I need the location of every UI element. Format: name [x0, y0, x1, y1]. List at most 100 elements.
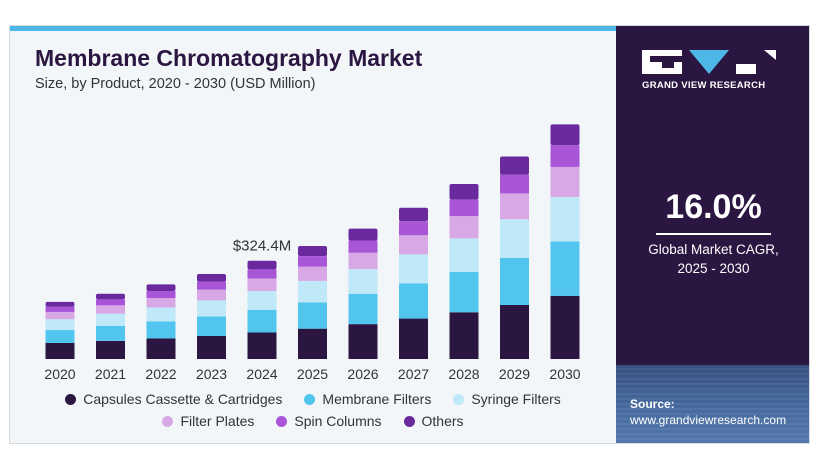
legend-row-2: Filter Plates Spin Columns Others: [10, 410, 616, 432]
bar-segment-2021-1: [96, 325, 125, 341]
legend-swatch: [403, 415, 415, 427]
bar-segment-2021-5: [96, 293, 125, 300]
bar-segment-2026-4: [348, 240, 378, 253]
bar-segment-2027-2: [399, 254, 428, 284]
bar-segment-2026-1: [348, 293, 378, 325]
logo-mark-r-icon: [736, 50, 776, 74]
bar-segment-2020-1: [45, 330, 75, 343]
bar-segment-2025-5: [298, 246, 327, 257]
bar-segment-2030-4: [550, 145, 580, 167]
legend-swatch: [276, 415, 288, 427]
logo-marks: [642, 50, 792, 74]
bar-segment-2028-3: [449, 216, 479, 239]
bar-segment-2021-4: [96, 299, 125, 306]
bar-segment-2026-0: [348, 324, 378, 359]
logo-mark-v-icon: [689, 50, 729, 74]
bar-segment-2028-2: [449, 238, 479, 272]
bar-segment-2029-0: [500, 304, 529, 359]
legend-label: Membrane Filters: [322, 391, 432, 407]
bar-segment-2027-3: [399, 235, 428, 255]
legend-item: Capsules Cassette & Cartridges: [65, 391, 282, 407]
x-tick-label: 2030: [549, 366, 580, 382]
x-tick-label: 2023: [196, 366, 227, 382]
bar-segment-2030-2: [550, 196, 580, 242]
brand-logo: GRAND VIEW RESEARCH: [642, 50, 792, 91]
bar-segment-2026-3: [348, 252, 378, 270]
bar-segment-2029-3: [500, 193, 529, 220]
bar-segment-2024-2: [247, 291, 277, 310]
x-tick-label: 2022: [145, 366, 176, 382]
accent-bar: [10, 26, 616, 31]
bar-segment-2025-2: [298, 280, 327, 303]
bar-segment-2025-0: [298, 328, 327, 359]
legend-item: Syringe Filters: [453, 391, 561, 407]
data-annotation: $324.4M: [233, 238, 291, 255]
bar-segment-2020-5: [45, 301, 75, 307]
bar-segment-2024-0: [247, 332, 277, 359]
bar-segment-2021-2: [96, 313, 125, 326]
legend-label: Capsules Cassette & Cartridges: [83, 391, 283, 407]
bar-segment-2027-1: [399, 283, 428, 319]
bar-segment-2022-3: [146, 297, 176, 308]
x-tick-label: 2029: [499, 366, 530, 382]
bar-chart: 2020 2021 2022 2023 2024 $324.4M 2025 2026 2027 2…: [44, 124, 581, 382]
x-tick-label: 2024: [246, 366, 277, 382]
bar-segment-2022-1: [146, 321, 176, 339]
bar-segment-2029-2: [500, 219, 529, 258]
cagr-label-line2: 2025 - 2030: [677, 261, 750, 276]
source-note: Source: www.grandviewresearch.com: [630, 396, 786, 428]
bar-segment-2030-5: [550, 124, 580, 146]
bar-segment-2023-0: [197, 335, 226, 359]
legend-item: Membrane Filters: [304, 391, 431, 407]
legend-label: Others: [421, 413, 464, 429]
logo-mark-g-icon: [642, 50, 682, 74]
bar-segment-2026-2: [348, 269, 378, 294]
bar-segment-2023-1: [197, 316, 226, 336]
brand-name: GRAND VIEW RESEARCH: [642, 80, 766, 91]
bar-segment-2024-3: [247, 278, 277, 292]
bar-segment-2025-3: [298, 266, 327, 281]
bar-segment-2027-5: [399, 207, 428, 222]
legend-item: Filter Plates: [162, 413, 254, 429]
bar-segment-2021-3: [96, 305, 125, 314]
bar-segment-2028-4: [449, 199, 479, 217]
chart-title: Membrane Chromatography Market: [35, 45, 423, 71]
bar-segment-2022-2: [146, 307, 176, 322]
bar-segment-2027-4: [399, 221, 428, 236]
bar-segment-2025-1: [298, 302, 327, 329]
bar-segment-2026-5: [348, 228, 378, 241]
x-tick-label: 2028: [448, 366, 479, 382]
decorative-wave-background: [616, 365, 809, 443]
cagr-label-line1: Global Market CAGR,: [648, 242, 779, 257]
bar-segment-2027-0: [399, 318, 428, 359]
bar-segment-2030-1: [550, 241, 580, 296]
bar-segment-2029-1: [500, 257, 529, 305]
bar-segment-2023-3: [197, 289, 226, 301]
bar-segment-2028-1: [449, 271, 479, 313]
x-tick-label: 2025: [297, 366, 328, 382]
legend-label: Filter Plates: [180, 413, 255, 429]
legend-swatch: [304, 393, 316, 405]
bar-segment-2024-4: [247, 269, 277, 279]
legend-swatch: [65, 393, 77, 405]
x-tick-label: 2027: [398, 366, 429, 382]
bar-segment-2022-0: [146, 338, 176, 359]
legend-row-1: Capsules Cassette & Cartridges Membrane …: [10, 388, 616, 410]
x-tick-label: 2021: [95, 366, 126, 382]
bar-segment-2023-2: [197, 300, 226, 317]
chart-card: Membrane Chromatography Market Size, by …: [9, 25, 810, 444]
bar-segment-2020-2: [45, 319, 75, 331]
cagr-value: 16.0%: [665, 188, 762, 226]
chart-subtitle: Size, by Product, 2020 - 2030 (USD Milli…: [35, 76, 316, 92]
x-tick-label: 2020: [44, 366, 75, 382]
legend: Capsules Cassette & Cartridges Membrane …: [10, 388, 616, 432]
source-label: Source:: [630, 397, 675, 411]
bar-segment-2029-4: [500, 174, 529, 194]
bar-segment-2028-5: [449, 183, 479, 200]
bar-segment-2023-4: [197, 281, 226, 290]
source-link[interactable]: www.grandviewresearch.com: [630, 413, 787, 427]
bar-segment-2030-3: [550, 166, 580, 197]
bar-segment-2023-5: [197, 273, 226, 282]
legend-swatch: [453, 393, 465, 405]
x-tick-label: 2026: [347, 366, 378, 382]
